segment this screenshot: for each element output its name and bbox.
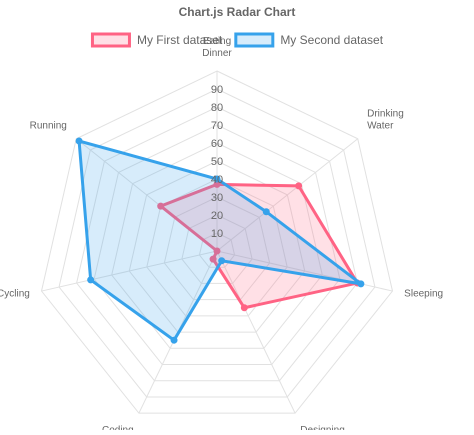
point-label: Designing: [300, 425, 344, 430]
chart-title: Chart.js Radar Chart: [179, 5, 296, 19]
legend-swatch: [234, 32, 275, 48]
grid-spoke: [41, 250, 218, 292]
legend-label: My Second dataset: [280, 33, 383, 47]
tick-labels: 10 20 30 40 50 60 70 80 90: [211, 84, 223, 240]
grid-ring: [163, 196, 271, 301]
legend-item-1[interactable]: My First dataset: [90, 32, 223, 48]
legend-swatch: [90, 32, 131, 48]
legend-item-2[interactable]: My Second dataset: [234, 32, 384, 48]
point-label: Running: [30, 120, 67, 131]
grid-ring: [76, 106, 358, 382]
series-1-point[interactable]: [295, 182, 303, 190]
grid-ring: [40, 70, 394, 414]
series-1-area: [157, 182, 360, 310]
tick-label: 80: [211, 102, 223, 114]
tick-label: 90: [211, 84, 223, 96]
grid-ring: [58, 88, 376, 398]
point-label: Drinking: [367, 108, 404, 119]
grid-spoke: [216, 250, 296, 414]
point-label: Sleeping: [404, 289, 443, 300]
point-label: Dinner: [202, 48, 232, 59]
series-1-point[interactable]: [157, 202, 165, 210]
series-2-area: [77, 138, 362, 343]
grid-ring: [93, 124, 341, 366]
series-2-point[interactable]: [357, 280, 365, 288]
series-1-point[interactable]: [209, 255, 217, 263]
series-1-point[interactable]: [213, 247, 221, 255]
grid-spoke: [216, 138, 359, 252]
grid-ring: [181, 214, 253, 284]
legend[interactable]: My First dataset My Second dataset: [90, 32, 384, 48]
tick-label: 10: [211, 228, 223, 240]
point-label: Water: [367, 120, 394, 131]
point-label: Coding: [102, 425, 134, 430]
point-label: Cycling: [0, 289, 30, 300]
point-label: Eating: [203, 36, 231, 47]
series-2-point[interactable]: [218, 257, 226, 265]
tick-label: 30: [211, 192, 223, 204]
series-2-point[interactable]: [75, 137, 83, 145]
grid-ring: [128, 160, 306, 333]
legend-label: My First dataset: [137, 33, 223, 47]
tick-label: 60: [211, 138, 223, 150]
series-2-point[interactable]: [262, 208, 270, 216]
series-2-point[interactable]: [213, 175, 221, 183]
grid-ring: [146, 178, 288, 317]
series-layer: [75, 137, 365, 344]
tick-label: 20: [211, 210, 223, 222]
tick-label: 50: [211, 156, 223, 168]
series-2-point[interactable]: [170, 336, 178, 344]
series-1-point[interactable]: [240, 304, 248, 312]
series-2-point[interactable]: [87, 276, 95, 284]
tick-label: 40: [211, 174, 223, 186]
tick-label: 70: [211, 120, 223, 132]
